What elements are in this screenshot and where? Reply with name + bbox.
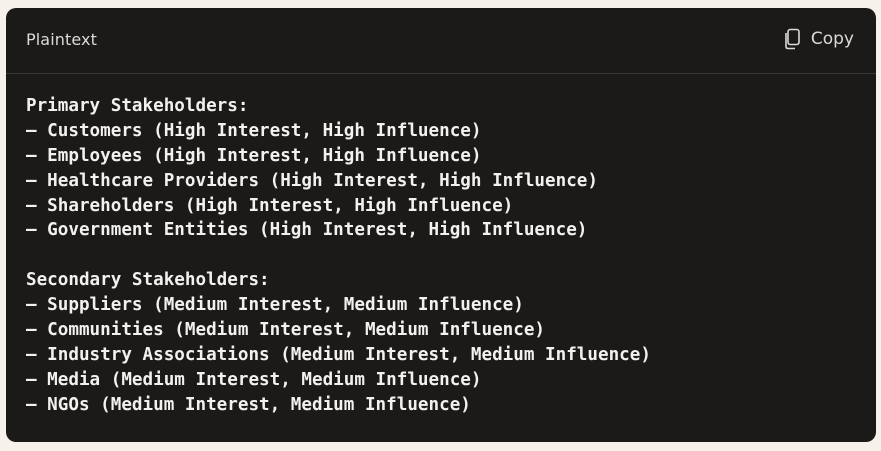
code-line: – Suppliers (Medium Interest, Medium Inf…	[26, 295, 524, 316]
code-line: Secondary Stakeholders:	[26, 270, 270, 291]
code-line: Primary Stakeholders:	[26, 96, 249, 116]
code-content: Primary Stakeholders: – Customers (High …	[26, 94, 856, 418]
copy-icon[interactable]	[783, 28, 801, 50]
code-block-header: Plaintext Copy	[6, 8, 876, 74]
code-block: Plaintext Copy Primary Stakeholders: – C…	[6, 8, 876, 442]
code-line: – Communities (Medium Interest, Medium I…	[26, 320, 546, 341]
copy-button[interactable]: Copy	[783, 28, 854, 50]
code-line: – NGOs (Medium Interest, Medium Influenc…	[26, 394, 471, 415]
code-line: – Industry Associations (Medium Interest…	[26, 344, 651, 365]
code-line: – Healthcare Providers (High Interest, H…	[26, 170, 598, 191]
code-line: – Government Entities (High Interest, Hi…	[26, 220, 588, 241]
code-line: – Employees (High Interest, High Influen…	[26, 145, 482, 166]
code-line: – Shareholders (High Interest, High Infl…	[26, 195, 514, 216]
code-line: – Media (Medium Interest, Medium Influen…	[26, 369, 482, 390]
copy-label[interactable]: Copy	[810, 29, 854, 49]
code-line: – Customers (High Interest, High Influen…	[26, 120, 482, 141]
language-label: Plaintext	[26, 30, 97, 49]
blank-line	[26, 243, 856, 268]
